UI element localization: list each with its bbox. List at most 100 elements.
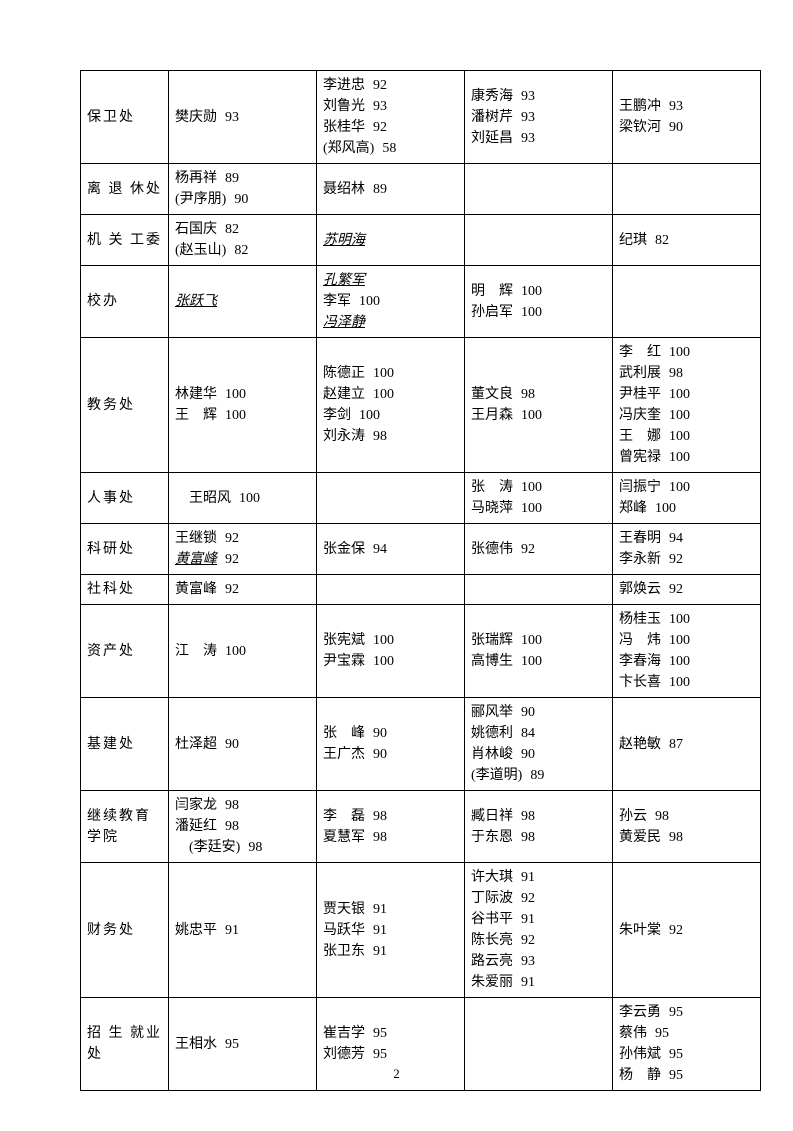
person-entry: 黄爱民 98 [619, 827, 754, 848]
person-name: 许大琪 [471, 870, 513, 885]
dept-cell: 校办 [81, 266, 169, 338]
person-score: 100 [359, 291, 380, 312]
person-score: 100 [669, 384, 690, 405]
data-cell: 孔繁军李军100冯泽静 [317, 266, 465, 338]
person-entry: 张德伟92 [471, 539, 606, 560]
person-score: 100 [669, 630, 690, 651]
person-name: 李剑 [323, 408, 351, 423]
person-name: 马跃华 [323, 923, 365, 938]
person-name: 李云勇 [619, 1005, 661, 1020]
person-entry: 杨再祥89 [175, 168, 310, 189]
data-cell: 郦风举90姚德利84肖林峻90(李道明)89 [465, 698, 613, 791]
person-entry: 陈长亮92 [471, 930, 606, 951]
person-entry: 李春海100 [619, 651, 754, 672]
person-name: 张宪斌 [323, 633, 365, 648]
data-cell: 江 涛100 [169, 605, 317, 698]
data-cell [465, 215, 613, 266]
person-score: 98 [225, 816, 239, 837]
person-name: 李永新 [619, 552, 661, 567]
data-cell [317, 473, 465, 524]
person-entry: 王 娜100 [619, 426, 754, 447]
person-entry: 马跃华91 [323, 920, 458, 941]
person-score: 91 [521, 909, 535, 930]
dept-cell: 人事处 [81, 473, 169, 524]
data-cell [613, 266, 761, 338]
person-score: 98 [669, 827, 683, 848]
person-entry: (郑风高)58 [323, 138, 458, 159]
person-entry: 于东恩98 [471, 827, 606, 848]
person-score: 100 [669, 609, 690, 630]
dept-cell: 资产处 [81, 605, 169, 698]
data-cell: 王继锁92黄富峰92 [169, 524, 317, 575]
data-cell: 康秀海93潘树芹93刘延昌93 [465, 71, 613, 164]
data-cell: 贾天银91马跃华91张卫东91 [317, 863, 465, 998]
person-score: 93 [669, 96, 683, 117]
data-cell: 张金保94 [317, 524, 465, 575]
person-score: 93 [521, 128, 535, 149]
person-entry: 郭焕云92 [619, 579, 754, 600]
person-score: 90 [373, 744, 387, 765]
data-cell [317, 575, 465, 605]
person-name: 卞长喜 [619, 675, 661, 690]
person-entry: 臧日祥98 [471, 806, 606, 827]
person-score: 100 [521, 302, 542, 323]
data-cell: 杜泽超90 [169, 698, 317, 791]
person-entry: 李云勇95 [619, 1002, 754, 1023]
person-entry: 刘永涛98 [323, 426, 458, 447]
person-entry: 潘延红98 [175, 816, 310, 837]
person-name: (李道明) [471, 768, 522, 783]
person-score: 95 [225, 1034, 239, 1055]
person-name: 臧日祥 [471, 809, 513, 824]
person-entry: 张桂华92 [323, 117, 458, 138]
dept-cell: 基建处 [81, 698, 169, 791]
data-cell: 石国庆82(赵玉山)82 [169, 215, 317, 266]
person-score: 100 [239, 488, 260, 509]
person-score: 93 [373, 96, 387, 117]
person-name: 黄爱民 [619, 830, 661, 845]
person-score: 93 [521, 107, 535, 128]
person-name: 董文良 [471, 387, 513, 402]
person-score: 92 [521, 888, 535, 909]
person-name: 于东恩 [471, 830, 513, 845]
person-entry: 孙伟斌95 [619, 1044, 754, 1065]
person-score: 100 [225, 384, 246, 405]
person-entry: (李道明)89 [471, 765, 606, 786]
person-entry: 杜泽超90 [175, 734, 310, 755]
data-cell: 陈德正100赵建立100李剑100刘永涛98 [317, 338, 465, 473]
data-cell: 许大琪91丁际波92谷书平91陈长亮92路云亮93朱爱丽91 [465, 863, 613, 998]
person-name: 张桂华 [323, 120, 365, 135]
person-name: 梁钦河 [619, 120, 661, 135]
dept-cell: 社科处 [81, 575, 169, 605]
data-cell: 明 辉100孙启军100 [465, 266, 613, 338]
person-name: 王相水 [175, 1037, 217, 1052]
person-score: 98 [225, 795, 239, 816]
person-score: 91 [373, 941, 387, 962]
person-score: 100 [373, 384, 394, 405]
person-name: 赵艳敏 [619, 737, 661, 752]
data-cell: 杨再祥89(尹序朋)90 [169, 164, 317, 215]
person-name: 武利展 [619, 366, 661, 381]
person-entry: 张瑞辉100 [471, 630, 606, 651]
person-score: 90 [521, 744, 535, 765]
person-entry: 张金保94 [323, 539, 458, 560]
person-score: 98 [373, 806, 387, 827]
person-name: 聂绍林 [323, 182, 365, 197]
data-cell: 张 涛100马晓萍100 [465, 473, 613, 524]
person-entry: 黄富峰92 [175, 549, 310, 570]
person-entry: 赵艳敏87 [619, 734, 754, 755]
person-entry: 赵建立100 [323, 384, 458, 405]
person-entry: 张卫东91 [323, 941, 458, 962]
person-name: 蔡伟 [619, 1026, 647, 1041]
person-name: 朱叶棠 [619, 923, 661, 938]
person-entry: 梁钦河90 [619, 117, 754, 138]
data-cell: 黄富峰92 [169, 575, 317, 605]
person-name: 王春明 [619, 531, 661, 546]
person-entry: 石国庆82 [175, 219, 310, 240]
person-score: 98 [521, 384, 535, 405]
data-cell: 王昭风100 [169, 473, 317, 524]
person-score: 100 [373, 651, 394, 672]
person-name: 刘鲁光 [323, 99, 365, 114]
data-cell [465, 164, 613, 215]
person-entry: 许大琪91 [471, 867, 606, 888]
person-score: 90 [521, 702, 535, 723]
